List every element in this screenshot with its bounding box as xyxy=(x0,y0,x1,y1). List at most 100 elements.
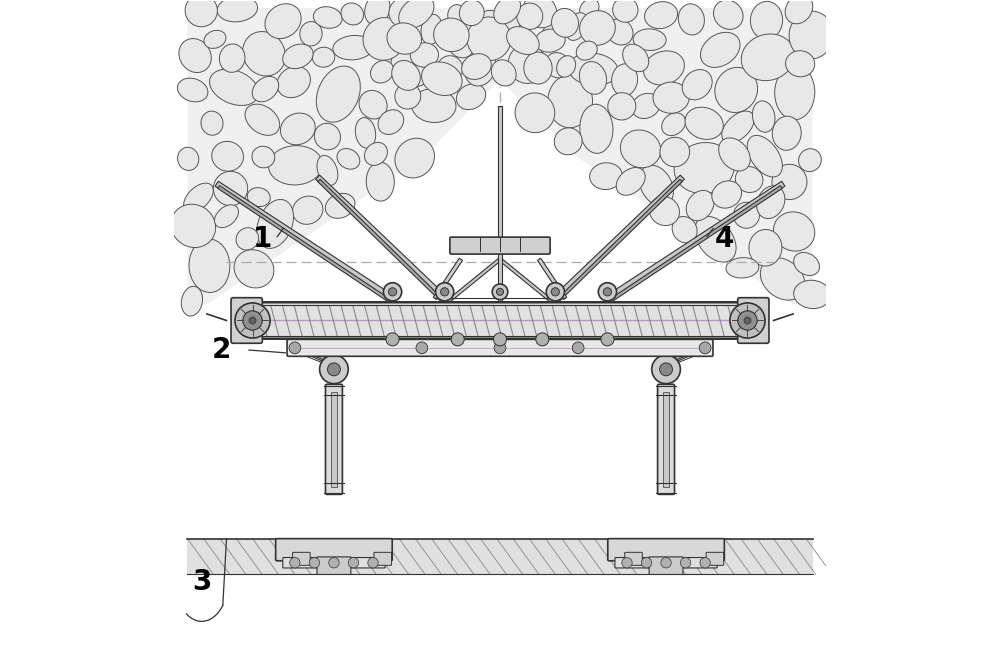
Circle shape xyxy=(652,355,680,384)
Ellipse shape xyxy=(794,252,820,275)
Ellipse shape xyxy=(494,0,521,24)
Polygon shape xyxy=(187,8,500,304)
Ellipse shape xyxy=(733,202,759,228)
FancyBboxPatch shape xyxy=(658,385,675,494)
Ellipse shape xyxy=(507,27,539,54)
FancyBboxPatch shape xyxy=(499,258,553,303)
Ellipse shape xyxy=(459,0,484,26)
Circle shape xyxy=(730,303,765,338)
Ellipse shape xyxy=(616,167,645,196)
Polygon shape xyxy=(187,539,813,574)
FancyBboxPatch shape xyxy=(218,186,397,306)
Ellipse shape xyxy=(773,212,815,251)
Ellipse shape xyxy=(608,93,636,120)
Ellipse shape xyxy=(760,258,805,300)
Ellipse shape xyxy=(450,38,473,58)
Ellipse shape xyxy=(189,239,230,292)
Circle shape xyxy=(494,342,506,354)
Ellipse shape xyxy=(523,0,557,27)
Circle shape xyxy=(661,557,671,568)
Ellipse shape xyxy=(672,216,697,243)
Ellipse shape xyxy=(712,181,742,208)
Ellipse shape xyxy=(649,196,679,226)
Ellipse shape xyxy=(700,32,740,67)
Ellipse shape xyxy=(462,54,491,79)
Ellipse shape xyxy=(395,83,421,109)
Circle shape xyxy=(383,283,402,301)
Circle shape xyxy=(744,317,751,324)
Ellipse shape xyxy=(399,0,434,28)
Ellipse shape xyxy=(219,44,245,73)
Ellipse shape xyxy=(252,146,275,168)
Ellipse shape xyxy=(312,47,335,67)
Ellipse shape xyxy=(234,250,274,288)
Ellipse shape xyxy=(772,116,801,150)
Ellipse shape xyxy=(421,14,442,44)
Ellipse shape xyxy=(714,0,743,29)
Ellipse shape xyxy=(333,35,374,60)
Ellipse shape xyxy=(179,39,211,73)
FancyBboxPatch shape xyxy=(665,348,693,366)
Circle shape xyxy=(441,288,449,296)
Ellipse shape xyxy=(366,162,394,201)
Ellipse shape xyxy=(719,138,750,171)
Ellipse shape xyxy=(410,43,439,67)
Ellipse shape xyxy=(794,281,831,309)
Ellipse shape xyxy=(337,148,360,169)
Circle shape xyxy=(235,303,270,338)
Ellipse shape xyxy=(785,0,813,24)
Ellipse shape xyxy=(612,64,638,96)
Circle shape xyxy=(680,557,691,568)
FancyBboxPatch shape xyxy=(276,539,392,560)
Ellipse shape xyxy=(280,113,315,145)
Ellipse shape xyxy=(695,216,736,262)
Circle shape xyxy=(598,283,617,301)
Ellipse shape xyxy=(491,60,516,86)
Ellipse shape xyxy=(265,4,301,39)
Ellipse shape xyxy=(378,110,404,135)
FancyBboxPatch shape xyxy=(447,258,501,303)
Ellipse shape xyxy=(316,66,360,122)
Ellipse shape xyxy=(799,148,821,171)
Ellipse shape xyxy=(178,147,199,171)
Ellipse shape xyxy=(456,84,486,110)
Circle shape xyxy=(493,333,507,346)
Text: 4: 4 xyxy=(715,225,734,253)
Ellipse shape xyxy=(467,17,511,61)
Ellipse shape xyxy=(557,56,576,77)
Ellipse shape xyxy=(645,2,678,29)
Circle shape xyxy=(289,342,301,354)
Ellipse shape xyxy=(576,41,597,60)
Ellipse shape xyxy=(355,118,376,148)
Ellipse shape xyxy=(515,93,555,133)
Ellipse shape xyxy=(566,12,588,41)
Ellipse shape xyxy=(252,77,279,102)
Ellipse shape xyxy=(726,258,759,278)
Ellipse shape xyxy=(775,65,815,120)
Ellipse shape xyxy=(524,52,552,84)
Ellipse shape xyxy=(283,44,313,69)
FancyBboxPatch shape xyxy=(325,385,342,494)
Ellipse shape xyxy=(236,228,259,250)
FancyBboxPatch shape xyxy=(450,237,550,254)
FancyBboxPatch shape xyxy=(293,553,310,565)
Circle shape xyxy=(388,288,397,296)
Ellipse shape xyxy=(201,111,223,135)
Ellipse shape xyxy=(747,135,782,177)
FancyBboxPatch shape xyxy=(663,392,669,487)
Ellipse shape xyxy=(204,30,226,48)
FancyBboxPatch shape xyxy=(608,539,724,560)
Ellipse shape xyxy=(314,124,341,150)
Ellipse shape xyxy=(277,66,310,97)
FancyBboxPatch shape xyxy=(615,557,717,568)
Ellipse shape xyxy=(422,62,462,95)
Circle shape xyxy=(660,363,673,376)
FancyBboxPatch shape xyxy=(331,392,337,487)
Text: 1: 1 xyxy=(253,225,272,253)
Text: 2: 2 xyxy=(212,336,231,364)
FancyBboxPatch shape xyxy=(307,348,335,366)
Ellipse shape xyxy=(364,143,387,165)
FancyBboxPatch shape xyxy=(625,553,642,565)
Ellipse shape xyxy=(210,69,259,105)
Circle shape xyxy=(496,288,504,296)
